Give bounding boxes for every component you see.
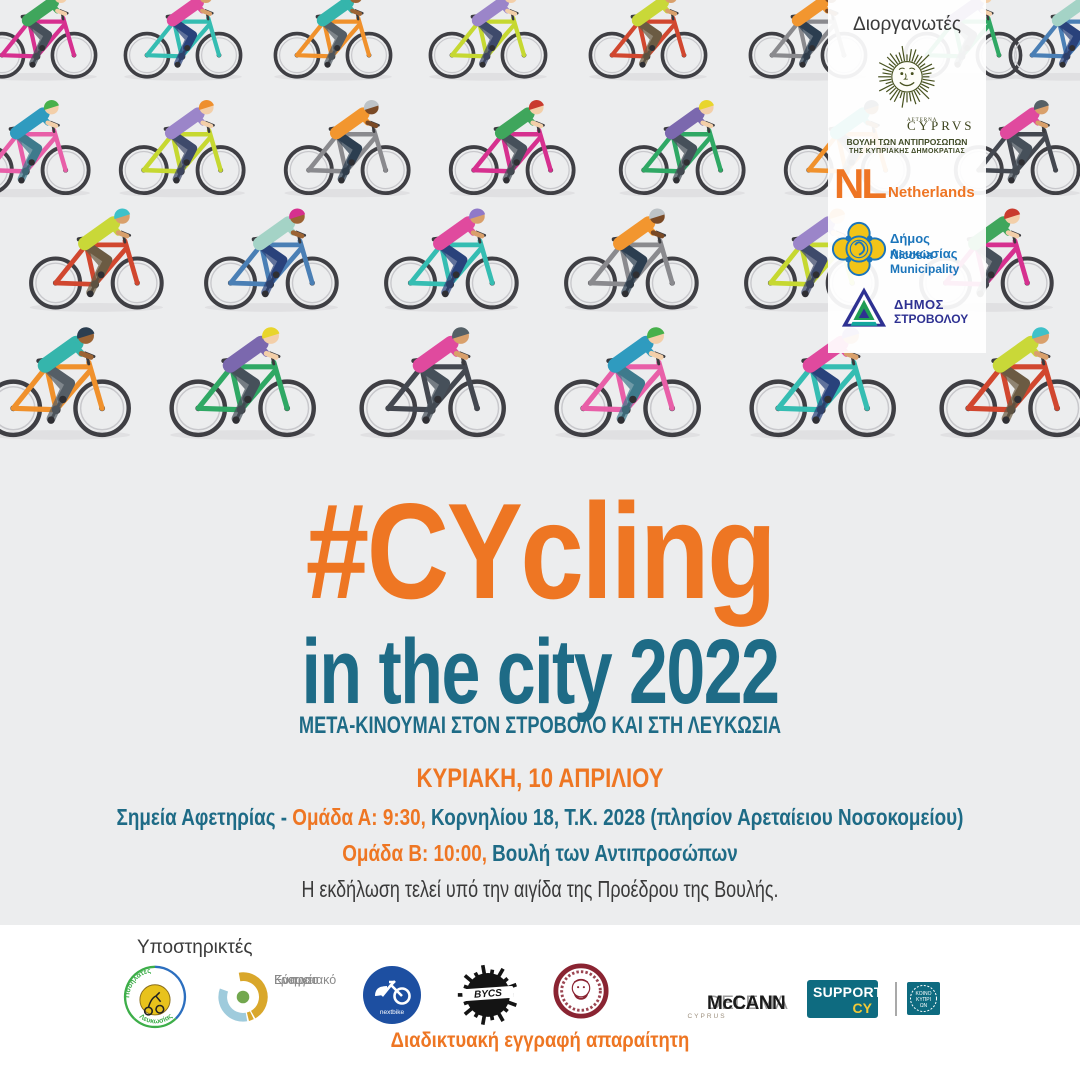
supporters-footer: Υποστηρικτές Ποδηλάτες Λευκωσίας bbox=[0, 925, 1080, 1080]
cyclist-figure bbox=[385, 207, 518, 312]
nicosia-label-english: Nicosia Municipality bbox=[890, 248, 960, 276]
nl-netherlands-logo: NL bbox=[834, 160, 887, 207]
svg-text:ΩΝ: ΩΝ bbox=[920, 1003, 928, 1009]
footer-divider bbox=[895, 982, 897, 1016]
nextbike-logo: nextbike bbox=[363, 966, 421, 1024]
strovolos-label-line1: ΔΗΜΟΣ bbox=[894, 297, 944, 312]
cyclist-figure bbox=[0, 325, 130, 439]
event-date: ΚΥΡΙΑΚΗ, 10 ΑΠΡΙΛΙΟΥ bbox=[416, 763, 664, 793]
cyclist-figure bbox=[1009, 0, 1080, 81]
cyclist-figure bbox=[0, 0, 97, 81]
cyclist-figure bbox=[30, 207, 163, 312]
cyclist-figure bbox=[555, 325, 700, 439]
cyclist-figure bbox=[284, 98, 409, 197]
strovolos-label-line2: ΣΤΡΟΒΟΛΟΥ bbox=[894, 312, 969, 326]
cyclist-figure bbox=[429, 0, 547, 81]
organizers-panel: Διοργανωτές CYPRVS AETERNA ΒΟΥΛΗ ΤΩΝ ΑΝΤ… bbox=[828, 0, 986, 353]
cyprus-energy-agency-logo bbox=[218, 972, 268, 1022]
cyclist-figure bbox=[119, 98, 244, 197]
cyclist-figure bbox=[124, 0, 242, 81]
cyclist-figure bbox=[205, 207, 338, 312]
cyclist-figure bbox=[449, 98, 574, 197]
cyclist-figure bbox=[565, 207, 698, 312]
svg-text:ΚΟΙΝΟ: ΚΟΙΝΟ bbox=[916, 991, 932, 997]
strovolos-triangle-icon bbox=[841, 287, 887, 327]
supporters-heading: Υποστηρικτές bbox=[137, 937, 253, 958]
aegis-note: Η εκδήλωση τελεί υπό την αιγίδα της Προέ… bbox=[301, 876, 779, 902]
svg-text:ΚΥΠΡΙ: ΚΥΠΡΙ bbox=[916, 997, 931, 1003]
nicosia-municipality-emblem-icon bbox=[831, 221, 887, 277]
start-points-prefix: Σημεία Αφετηρίας - bbox=[116, 804, 293, 830]
podilates-lefkosias-logo: Ποδηλάτες Λευκωσίας bbox=[123, 965, 187, 1029]
delema-mccann-sub: CYPRUS bbox=[687, 1013, 727, 1020]
netherlands-label: Netherlands bbox=[888, 184, 975, 201]
classical-head-emblem-logo bbox=[553, 963, 609, 1019]
cyclist-figure bbox=[589, 0, 707, 81]
group-a-time: Ομάδα Α: 9:30, bbox=[292, 804, 426, 830]
cyclist-figure bbox=[360, 325, 505, 439]
bycs-logo: BYCS bbox=[457, 964, 517, 1025]
start-points-line1: Σημεία Αφετηρίας - Ομάδα Α: 9:30, Κορνηλ… bbox=[97, 804, 983, 831]
title-hashtag: #CYcling bbox=[305, 475, 777, 627]
nicosia-label-greek: Δήμος Λευκωσίας bbox=[890, 231, 958, 261]
group-b-location: Βουλή των Αντιπροσώπων bbox=[486, 840, 738, 866]
nextbike-wordmark: nextbike bbox=[380, 1009, 405, 1016]
koino-kyprion-logo: ΚΟΙΝΟ ΚΥΠΡΙ ΩΝ bbox=[907, 982, 940, 1015]
parliament-name-line1: ΒΟΥΛΗ ΤΩΝ ΑΝΤΙΠΡΟΣΩΠΩΝ bbox=[846, 137, 968, 147]
cyclist-figure bbox=[170, 325, 315, 439]
cyprus-parliament-sun-icon bbox=[878, 45, 935, 108]
cyclist-figure bbox=[619, 98, 744, 197]
start-points-line2: Ομάδα Β: 10:00, Βουλή των Αντιπροσώπων bbox=[97, 840, 983, 867]
cyclist-figure bbox=[0, 98, 90, 197]
organizers-heading: Διοργανωτές bbox=[853, 14, 961, 35]
registration-note: Διαδικτυακή εγγραφή απαραίτητη bbox=[390, 1029, 690, 1052]
support-cy-logo: SUPPORT CY bbox=[807, 980, 882, 1018]
title-subtitle: in the city 2022 bbox=[301, 621, 780, 723]
group-a-location: Κορνηλίου 18, Τ.Κ. 2028 (πλησίον Αρεταίε… bbox=[425, 804, 964, 830]
parliament-name-line2: ΤΗΣ ΚΥΠΡΙΑΚΗΣ ΔΗΜΟΚΡΑΤΙΑΣ bbox=[849, 148, 965, 155]
group-b-time: Ομάδα Β: 10:00, bbox=[342, 840, 487, 866]
cyclist-figure bbox=[274, 0, 392, 81]
title-tagline: ΜΕΤΑ-ΚΙΝΟΥΜΑΙ ΣΤΟΝ ΣΤΡΟΒΟΛΟ ΚΑΙ ΣΤΗ ΛΕΥΚ… bbox=[298, 712, 782, 739]
bycs-wordmark: BYCS bbox=[474, 988, 503, 1001]
